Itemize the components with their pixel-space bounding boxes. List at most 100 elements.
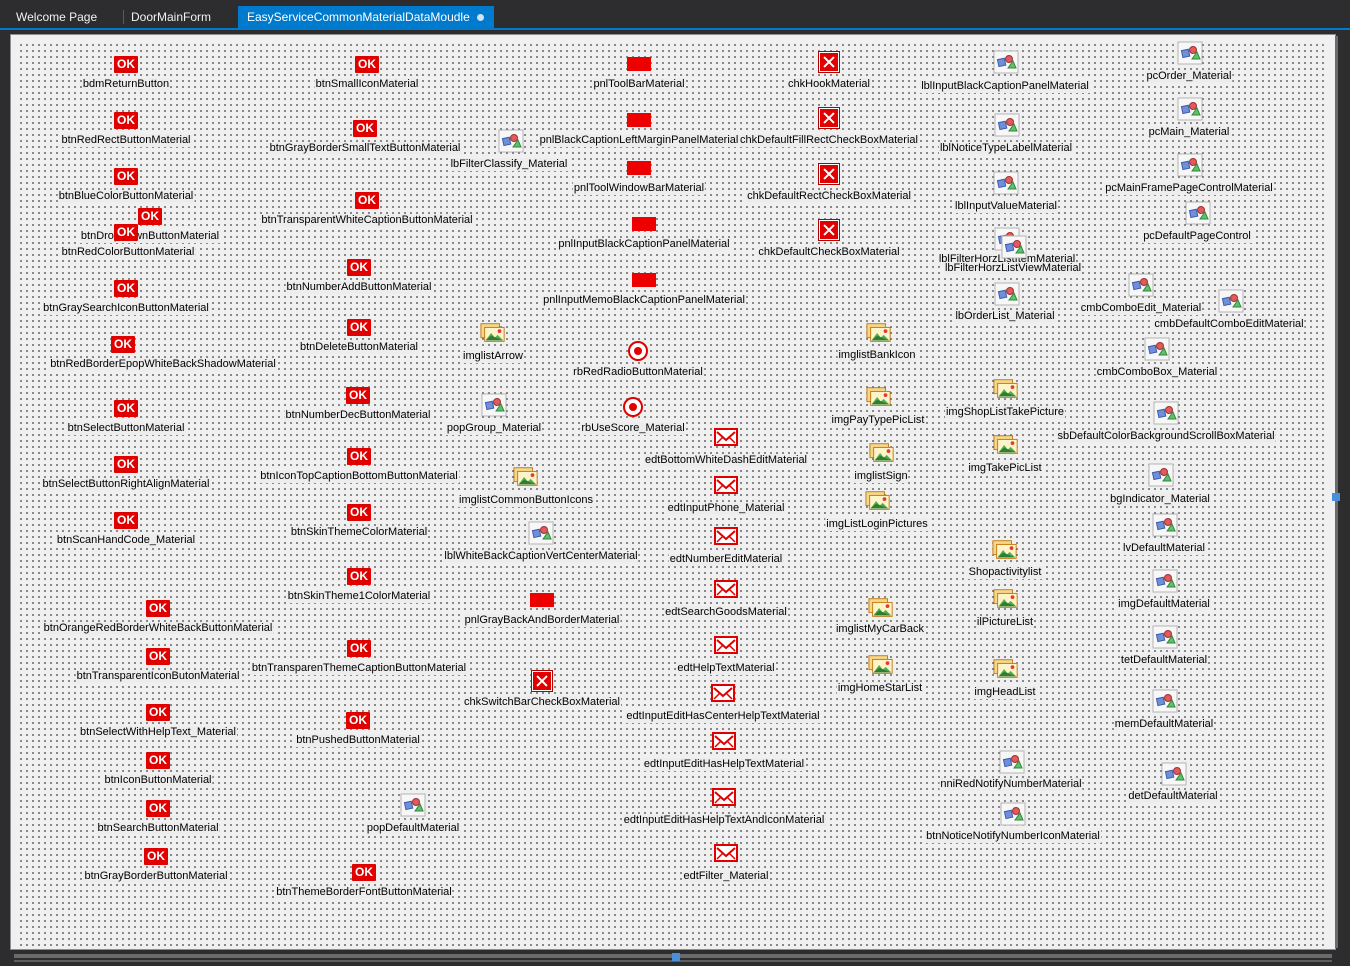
component-glyph[interactable]: OK xyxy=(346,565,372,587)
tab-doormainform[interactable]: DoorMainForm xyxy=(117,6,237,28)
component-glyph[interactable] xyxy=(713,842,739,864)
component-glyph[interactable] xyxy=(710,682,736,704)
component-glyph[interactable] xyxy=(481,393,507,417)
component-glyph[interactable] xyxy=(1128,273,1154,297)
component-glyph[interactable]: OK xyxy=(346,445,372,467)
component-glyph[interactable] xyxy=(620,396,646,418)
component-glyph[interactable] xyxy=(869,442,895,464)
component-glyph[interactable] xyxy=(994,282,1020,306)
component-glyph[interactable] xyxy=(1152,689,1178,713)
component-glyph[interactable] xyxy=(993,378,1019,400)
component-glyph[interactable]: OK xyxy=(346,256,372,278)
component-name-label: detDefaultMaterial xyxy=(1127,790,1219,803)
component-glyph[interactable]: OK xyxy=(346,501,372,523)
component-glyph[interactable] xyxy=(400,793,426,817)
component-glyph[interactable]: OK xyxy=(145,645,171,667)
component-glyph[interactable] xyxy=(713,426,739,448)
component-glyph[interactable] xyxy=(631,269,657,291)
component-glyph[interactable] xyxy=(626,53,652,75)
component-glyph[interactable] xyxy=(993,171,1019,195)
component-glyph[interactable] xyxy=(866,386,892,408)
component-glyph[interactable] xyxy=(713,474,739,496)
component-glyph[interactable]: OK xyxy=(113,165,139,187)
component-glyph[interactable]: OK xyxy=(345,709,371,731)
component-glyph[interactable]: OK xyxy=(110,333,136,355)
component-glyph[interactable]: OK xyxy=(113,221,139,243)
component-glyph[interactable] xyxy=(711,730,737,752)
component-glyph[interactable]: OK xyxy=(113,109,139,131)
component-glyph[interactable] xyxy=(626,109,652,131)
component-glyph[interactable] xyxy=(1185,201,1211,225)
component-glyph[interactable]: OK xyxy=(346,316,372,338)
component-glyph[interactable] xyxy=(713,634,739,656)
component-glyph[interactable]: OK xyxy=(113,397,139,419)
component-glyph[interactable] xyxy=(816,219,842,241)
component-glyph[interactable] xyxy=(711,786,737,808)
component-glyph[interactable]: OK xyxy=(352,117,378,139)
component-glyph[interactable] xyxy=(480,322,506,344)
component-name-label: chkDefaultRectCheckBoxMaterial xyxy=(746,190,912,203)
component-glyph[interactable]: OK xyxy=(145,797,171,819)
component-glyph[interactable] xyxy=(816,163,842,185)
component-glyph[interactable] xyxy=(999,750,1025,774)
component-glyph[interactable] xyxy=(1152,625,1178,649)
component-glyph[interactable] xyxy=(868,654,894,676)
component-glyph[interactable] xyxy=(1218,289,1244,313)
component-glyph[interactable] xyxy=(498,129,524,153)
component-glyph[interactable] xyxy=(1152,513,1178,537)
component-glyph[interactable]: OK xyxy=(345,384,371,406)
component-glyph[interactable] xyxy=(1001,235,1027,259)
component-glyph[interactable]: OK xyxy=(354,189,380,211)
component-glyph[interactable] xyxy=(1177,153,1203,177)
component-glyph[interactable]: OK xyxy=(346,637,372,659)
component-glyph[interactable] xyxy=(993,658,1019,680)
component-glyph[interactable] xyxy=(513,466,539,488)
tab-easyservice-common-material[interactable]: EasyServiceCommonMaterialDataMoudle xyxy=(238,6,494,28)
component-glyph[interactable] xyxy=(1161,762,1187,786)
component-glyph[interactable] xyxy=(631,213,657,235)
tab-welcome-page[interactable]: Welcome Page xyxy=(2,6,124,28)
ok-button-icon: OK xyxy=(146,703,170,721)
component-glyph[interactable] xyxy=(816,51,842,73)
component-glyph[interactable] xyxy=(1153,401,1179,425)
component-glyph[interactable]: OK xyxy=(113,277,139,299)
horizontal-scrollbar-track xyxy=(14,960,1332,962)
component-glyph[interactable]: OK xyxy=(351,861,377,883)
component-glyph[interactable]: OK xyxy=(143,845,169,867)
component-glyph[interactable]: OK xyxy=(354,53,380,75)
component-glyph[interactable] xyxy=(1152,569,1178,593)
component-glyph[interactable]: OK xyxy=(137,205,163,227)
right-resize-handle[interactable] xyxy=(1332,493,1340,501)
component-glyph[interactable]: OK xyxy=(145,749,171,771)
component-glyph[interactable]: OK xyxy=(145,701,171,723)
component-glyph[interactable] xyxy=(529,670,555,692)
component-glyph[interactable] xyxy=(625,340,651,362)
component-glyph[interactable] xyxy=(993,434,1019,456)
vertical-scrollbar[interactable] xyxy=(1335,36,1338,948)
designer-canvas[interactable]: OK bdmReturnButton OK btnRedRectButtonMater… xyxy=(16,40,1328,946)
component-glyph[interactable]: OK xyxy=(145,597,171,619)
component-glyph[interactable]: OK xyxy=(113,53,139,75)
component-glyph[interactable] xyxy=(713,578,739,600)
component-glyph[interactable] xyxy=(529,589,555,611)
bottom-resize-handle[interactable] xyxy=(672,953,680,961)
component-glyph[interactable] xyxy=(816,107,842,129)
component-glyph[interactable] xyxy=(993,50,1019,74)
component-glyph[interactable] xyxy=(528,521,554,545)
component-glyph[interactable] xyxy=(868,597,894,619)
component-glyph[interactable] xyxy=(865,490,891,512)
component-glyph[interactable]: OK xyxy=(113,453,139,475)
component-glyph[interactable]: OK xyxy=(113,509,139,531)
component-glyph[interactable] xyxy=(1144,337,1170,361)
component-glyph[interactable] xyxy=(1148,463,1174,487)
component-glyph[interactable] xyxy=(1177,97,1203,121)
component-glyph[interactable] xyxy=(866,322,892,344)
component-glyph[interactable] xyxy=(626,157,652,179)
component-glyph[interactable] xyxy=(992,539,1018,561)
component-glyph[interactable] xyxy=(994,113,1020,137)
modified-dot-icon[interactable] xyxy=(477,14,484,21)
component-glyph[interactable] xyxy=(993,588,1019,610)
component-glyph[interactable] xyxy=(1177,41,1203,65)
component-glyph[interactable] xyxy=(713,525,739,547)
component-glyph[interactable] xyxy=(1000,802,1026,826)
